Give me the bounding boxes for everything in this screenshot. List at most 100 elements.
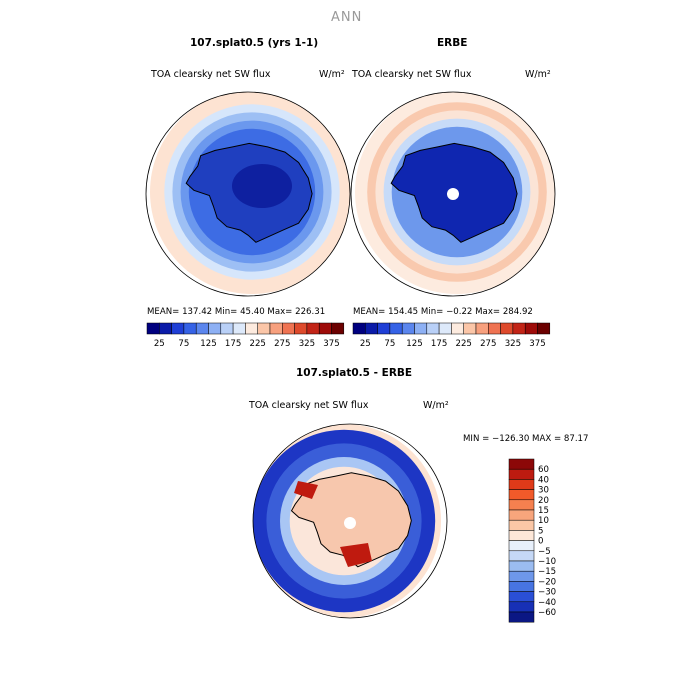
map-3-pole-hole	[344, 517, 356, 529]
colorbar-3-tick-label: 5	[538, 526, 543, 536]
colorbar-3-tick-label: −30	[538, 588, 556, 598]
colorbar-3-box	[508, 581, 535, 592]
colorbar-3-tick-label: 60	[538, 465, 549, 475]
panel2-stats: MEAN= 154.45 Min= −0.22 Max= 284.92	[353, 307, 533, 317]
colorbar-3-box	[508, 458, 535, 470]
map-1-boundary	[145, 91, 351, 297]
colorbar-3-box	[508, 540, 535, 552]
colorbar-3-box	[508, 591, 535, 603]
colorbar-3-box	[508, 509, 535, 521]
colorbar-2-tick-label: 325	[505, 339, 521, 349]
colorbar-1-box	[318, 322, 332, 335]
map-3-boundary	[252, 423, 448, 619]
colorbar-1-box	[331, 322, 345, 335]
colorbar-1-tick-label: 375	[323, 339, 339, 349]
colorbar-3-tick-label: −15	[538, 567, 556, 577]
colorbar-3-tick-label: −10	[538, 557, 556, 567]
map-2-pole-hole	[447, 188, 459, 200]
colorbar-1-box	[171, 322, 185, 335]
colorbar-1-box	[269, 322, 283, 335]
colorbar-2-box	[426, 322, 440, 335]
colorbar-3-tick-label: −5	[538, 547, 551, 557]
panel3-stats: MIN = −126.30 MAX = 87.17	[463, 434, 589, 444]
panel2-field-label: TOA clearsky net SW flux	[352, 69, 472, 80]
colorbar-1-box	[232, 322, 246, 335]
colorbar-1-box	[294, 322, 308, 335]
colorbar-2-tick-label: 125	[406, 339, 422, 349]
colorbar-2-tick-label: 25	[360, 339, 371, 349]
panel2-title: ERBE	[437, 37, 468, 49]
colorbar-3-box	[508, 611, 535, 623]
colorbar-2-box	[512, 322, 526, 335]
colorbar-2-tick-label: 225	[455, 339, 471, 349]
map-2-boundary	[350, 91, 556, 297]
colorbar-2-box	[537, 322, 551, 335]
colorbar-2-tick-label: 275	[480, 339, 496, 349]
colorbar-2-box	[475, 322, 489, 335]
colorbar-3-tick-label: 40	[538, 475, 549, 485]
colorbar-1-box	[306, 322, 320, 335]
colorbar-2-tick-label: 175	[431, 339, 447, 349]
colorbar-2-box	[500, 322, 514, 335]
colorbar-1-box	[282, 322, 295, 335]
panel1-stats: MEAN= 137.42 Min= 45.40 Max= 226.31	[147, 307, 326, 317]
colorbar-3-box	[508, 519, 535, 531]
map-3-field	[253, 424, 441, 618]
colorbar-3-box	[508, 570, 535, 582]
colorbar-2-box	[438, 322, 452, 335]
colorbar-1-box	[146, 322, 160, 335]
panel1-title: 107.splat0.5 (yrs 1-1)	[190, 37, 319, 49]
colorbar-3-tick-label: −20	[538, 577, 556, 587]
colorbar-1-box	[245, 322, 258, 335]
colorbar-1-tick-label: 125	[200, 339, 216, 349]
colorbar-3-box	[508, 560, 535, 572]
colorbar-2-box	[389, 322, 403, 335]
colorbar-3-box	[508, 489, 535, 501]
colorbar-3-box	[508, 601, 535, 613]
panel3-units: W/m²	[423, 400, 449, 411]
colorbar-2-box	[488, 322, 501, 335]
colorbar-3-tick-label: 15	[538, 506, 549, 516]
colorbar-3-box	[508, 530, 535, 541]
colorbar-3-tick-label: 0	[538, 537, 543, 547]
map-3-positive-anomaly	[294, 481, 372, 567]
colorbar-1-tick-label: 275	[274, 339, 290, 349]
colorbar-1-box	[195, 322, 209, 335]
colorbar-2-tick-label: 375	[529, 339, 545, 349]
colorbar-1-tick-label: 325	[299, 339, 315, 349]
colorbar-2-box	[352, 322, 366, 335]
colorbar-3-box	[508, 468, 535, 480]
map-1-plateau	[232, 164, 292, 208]
panel3-title: 107.splat0.5 - ERBE	[296, 367, 413, 379]
panel1-units: W/m²	[319, 69, 345, 80]
colorbar-2-box	[414, 322, 428, 335]
colorbar-2-tick-label: 75	[384, 339, 395, 349]
map-1-field	[150, 92, 350, 294]
colorbar-3-box	[508, 550, 535, 562]
colorbar-3-tick-label: 30	[538, 486, 549, 496]
colorbar-1-box	[159, 322, 172, 335]
colorbar-1-tick-label: 225	[249, 339, 265, 349]
colorbar-3-box	[508, 499, 535, 511]
colorbar-2-box	[401, 322, 415, 335]
colorbar-1-box	[208, 322, 222, 335]
panel2-units: W/m²	[525, 69, 551, 80]
colorbar-3-tick-label: −40	[538, 598, 556, 608]
figure-super-title: ANN	[331, 10, 363, 25]
colorbar-1-box	[257, 322, 271, 335]
colorbar-1-tick-label: 175	[225, 339, 241, 349]
colorbar-3-tick-label: −60	[538, 608, 556, 618]
colorbar-3-tick-label: 20	[538, 496, 549, 506]
colorbar-2-box	[524, 322, 538, 335]
colorbar-1-box	[183, 322, 197, 335]
panel3-field-label: TOA clearsky net SW flux	[249, 400, 369, 411]
colorbar-1-tick-label: 25	[154, 339, 165, 349]
colorbar-3-tick-label: 10	[538, 516, 549, 526]
colorbar-2-box	[451, 322, 464, 335]
panel1-field-label: TOA clearsky net SW flux	[151, 69, 271, 80]
colorbar-1-tick-label: 75	[178, 339, 189, 349]
colorbar-3-box	[508, 479, 535, 490]
colorbar-1-box	[220, 322, 234, 335]
